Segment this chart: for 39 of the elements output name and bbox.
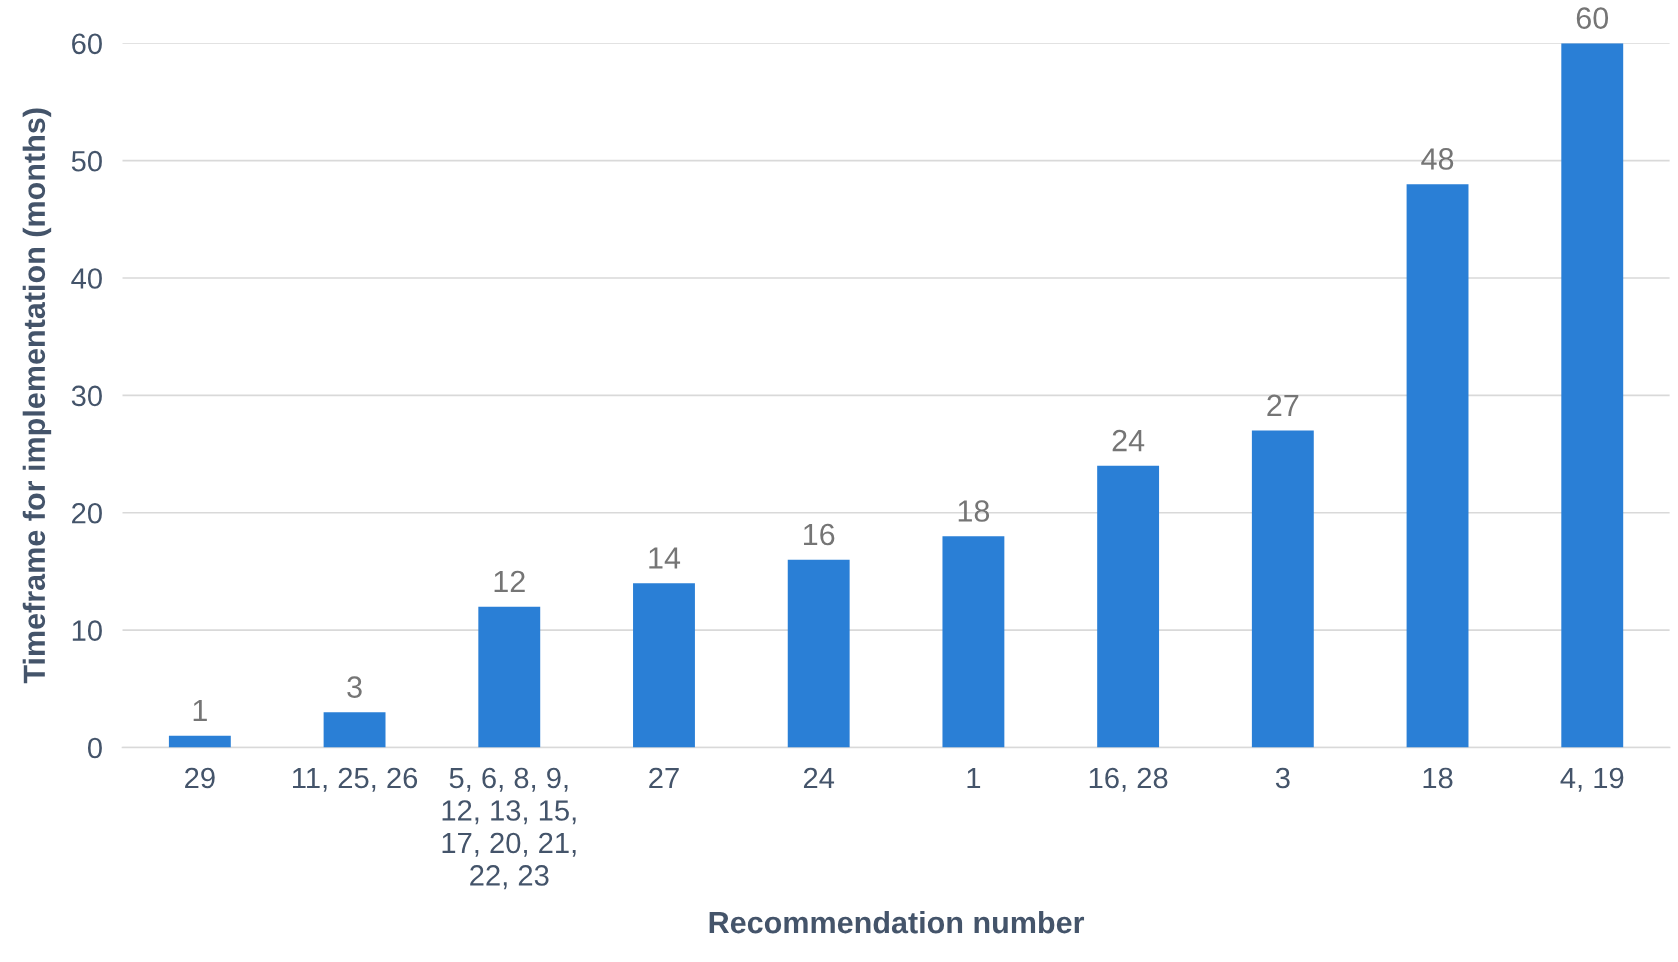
y-tick-label: 0 [87,737,102,759]
bar [478,606,541,748]
x-tick-label: 18 [1423,767,1453,789]
bar [323,712,386,748]
data-label: 12 [494,570,525,592]
x-axis-title: Recommendation number [709,910,1085,934]
data-label: 24 [1112,429,1145,452]
x-tick-label: 5, 6, 8, 9, 12, 13, 15, 17, 20, 21, 22, 23 [442,767,576,890]
data-label: 1 [193,700,207,722]
bar [1561,43,1624,748]
data-label: 3 [347,676,362,698]
bar [787,559,850,748]
y-tick-label: 50 [71,150,102,172]
x-tick-label: 3 [1275,767,1290,789]
x-tick-label: 24 [803,767,835,789]
y-tick-label: 10 [72,620,102,641]
data-label: 60 [1576,7,1609,29]
x-tick-label: 11, 25, 26 [293,767,418,792]
y-tick-label: 40 [71,268,102,289]
data-label: 27 [1267,394,1299,416]
bar [633,583,695,748]
data-label: 18 [958,500,990,522]
x-tick-label: 4, 19 [1560,767,1624,792]
x-tick-label: 1 [967,767,981,789]
y-tick-label: 20 [72,502,102,524]
y-axis-title: Timeframe for implementation (months) [22,108,52,684]
bar [1406,184,1469,748]
bar [1097,465,1160,748]
y-tick-label: 60 [72,33,102,55]
data-label: 16 [804,523,835,546]
x-tick-label: 16, 28 [1089,767,1168,792]
bar [942,536,1005,748]
data-label: 48 [1421,148,1454,170]
y-tick-label: 30 [71,385,102,407]
x-tick-label: 29 [185,767,215,789]
bar [168,735,231,748]
bar [1251,430,1314,748]
data-label: 14 [649,547,681,569]
x-tick-label: 27 [649,767,679,789]
